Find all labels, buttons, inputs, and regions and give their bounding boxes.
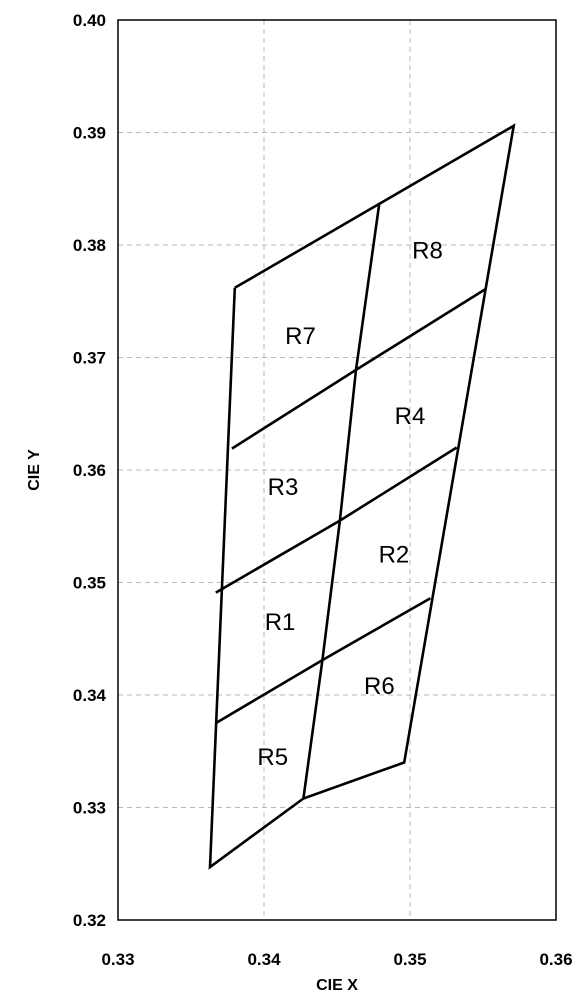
y-tick-label: 0.36	[73, 461, 106, 480]
x-tick-label: 0.36	[539, 950, 572, 969]
bin-horizontal-divider-1	[231, 287, 487, 450]
y-axis-title: CIE Y	[26, 449, 43, 491]
bin-horizontal-divider-2	[215, 446, 458, 594]
region-label-r8: R8	[412, 238, 443, 265]
tick-labels: 0.33 0.34 0.35 0.36 0.32 0.33 0.34 0.35 0.36 0.37…	[73, 11, 573, 969]
bin-outline	[208, 123, 516, 870]
gridlines	[118, 20, 556, 920]
region-label-r1: R1	[265, 609, 296, 636]
y-tick-label: 0.40	[73, 11, 106, 30]
y-tick-label: 0.33	[73, 799, 106, 818]
region-label-r3: R3	[268, 474, 299, 501]
region-label-r7: R7	[285, 323, 316, 350]
y-tick-label: 0.32	[73, 911, 106, 930]
plot-frame	[117, 19, 557, 921]
region-label-r2: R2	[379, 541, 410, 568]
y-tick-label: 0.34	[73, 686, 107, 705]
y-tick-label: 0.37	[73, 349, 106, 368]
bin-horizontal-divider-3	[215, 597, 432, 725]
region-label-r6: R6	[364, 673, 395, 700]
region-labels: R1 R2 R3 R4 R5 R6 R7 R8	[257, 238, 442, 771]
region-label-r5: R5	[257, 744, 288, 771]
y-tick-label: 0.39	[73, 124, 106, 143]
bin-vertical-divider	[302, 203, 381, 799]
x-tick-label: 0.35	[393, 950, 426, 969]
region-label-r4: R4	[395, 403, 426, 430]
x-tick-label: 0.33	[101, 950, 134, 969]
y-tick-label: 0.38	[73, 236, 106, 255]
x-tick-label: 0.34	[247, 950, 281, 969]
bin-lines	[208, 123, 516, 870]
y-tick-label: 0.35	[73, 574, 106, 593]
x-axis-title: CIE X	[316, 977, 358, 994]
